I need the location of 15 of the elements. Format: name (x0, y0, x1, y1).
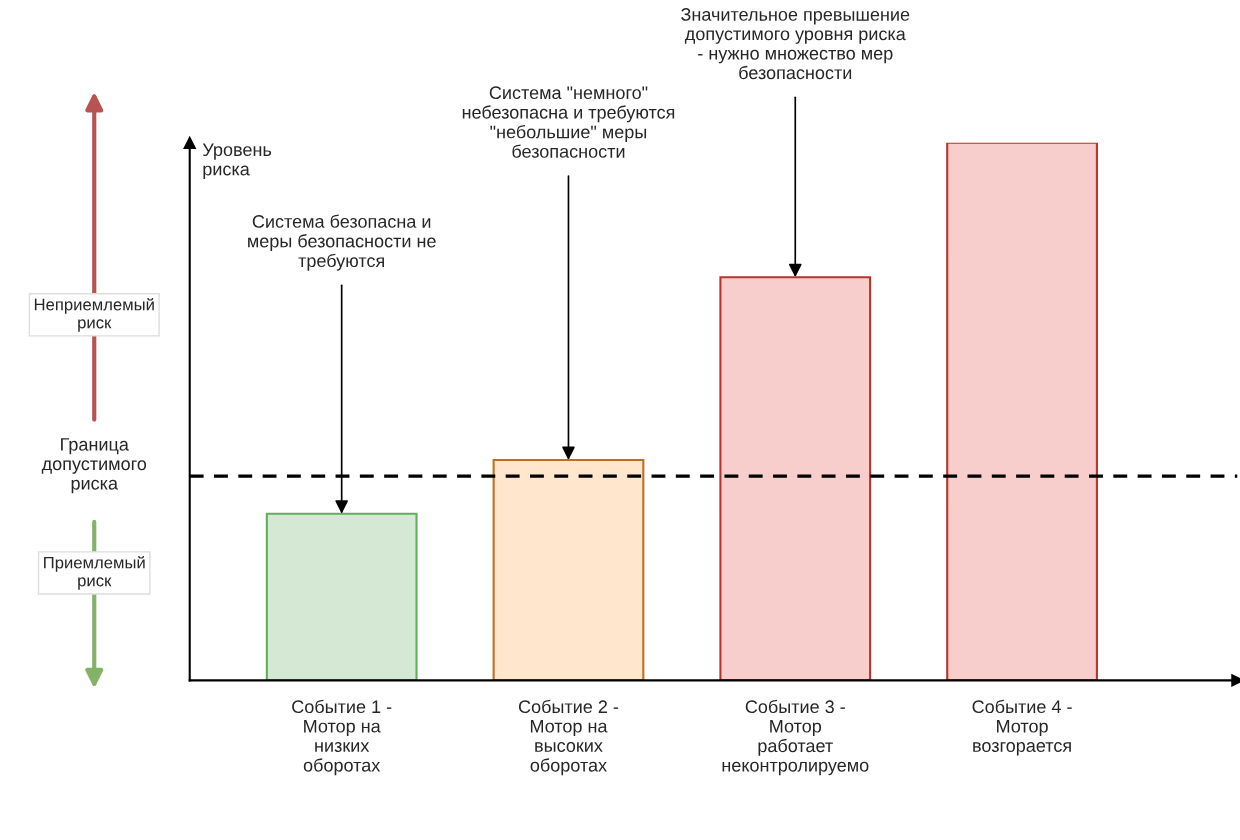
ref-line-label: Граница допустимого риска (41, 438, 147, 494)
annotation: Система "немного" небезопасна и требуются "небольшие" меры безопасности (462, 86, 675, 158)
y-axis-title: Уровень риска (202, 143, 272, 180)
x-tick-label: Событие 1 - Мотор на низких оборотах (292, 699, 392, 776)
x-tick-label: Событие 3 - Мотор работает неконтролируемо (722, 699, 869, 776)
text: Приемлемый риск (44, 555, 145, 590)
bar (946, 142, 1098, 681)
bar (265, 512, 418, 681)
bar (719, 276, 872, 681)
annotation: Значительное превышение допустимого уровня риска - нужно множество мер безопасности (681, 8, 910, 80)
x-tick-label: Событие 2 - Мотор на высоких оборотах (518, 699, 619, 776)
text: Неприемлемый риск (34, 297, 154, 332)
annotation: Система безопасна и меры безопасности не требуются (248, 214, 436, 271)
bar (492, 458, 645, 681)
x-tick-label: Событие 4 - Мотор возгорается (972, 699, 1072, 756)
